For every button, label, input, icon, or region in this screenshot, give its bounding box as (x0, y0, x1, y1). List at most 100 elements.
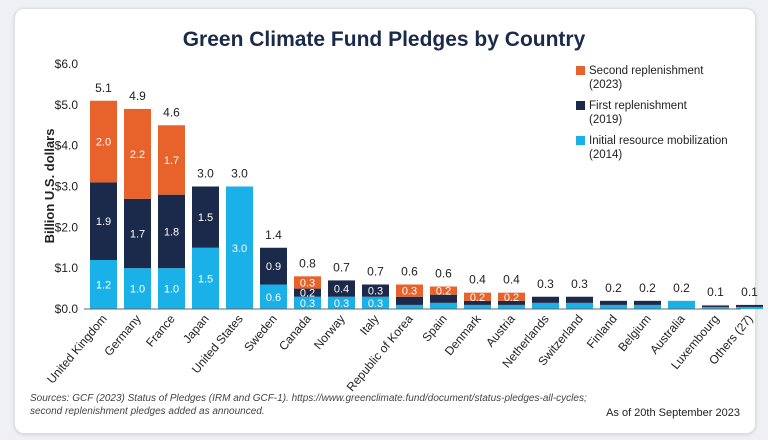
bar-total-label: 0.4 (503, 273, 520, 287)
chart-title: Green Climate Fund Pledges by Country (183, 28, 586, 51)
bar-segment-first (430, 294, 457, 303)
bar-segment-initial (158, 268, 185, 309)
bar-segment-label: 0.3 (300, 277, 315, 289)
bar-segment-label: 2.0 (96, 137, 111, 149)
bar-total-label: 3.0 (231, 167, 248, 181)
bar-segment-first (294, 288, 321, 297)
bar-segment-initial (328, 296, 355, 309)
x-category-label: Sweden (241, 312, 280, 354)
x-category-label: United Kingdom (44, 312, 110, 386)
legend-label-year: (2019) (589, 114, 622, 126)
bar-segment-label: 0.6 (266, 292, 281, 304)
bar-segment-second (498, 292, 525, 301)
bar-segment-label: 2.2 (130, 149, 145, 161)
bar-segment-label: 1.9 (96, 216, 111, 228)
source-note-line2: second replenishment pledges added as an… (30, 406, 265, 417)
bar-total-label: 0.6 (435, 267, 452, 281)
bar-total-label: 0.3 (537, 277, 554, 291)
bar-total-label: 0.2 (605, 281, 622, 295)
bar-segment-first (328, 280, 355, 297)
bar-segment-first (362, 284, 389, 297)
bar-segment-label: 0.9 (266, 261, 281, 273)
bar-segment-second (158, 125, 185, 195)
x-category-label: Spain (419, 312, 449, 345)
bar-segment-label: 1.5 (198, 212, 213, 224)
bar-segment-first (600, 300, 627, 305)
bar-total-label: 0.3 (571, 277, 588, 291)
bar-segment-label: 3.0 (232, 243, 247, 255)
bar-segment-second (702, 304, 729, 306)
y-tick-label: $0.0 (55, 302, 79, 316)
bar-segment-initial (600, 304, 627, 309)
bar-segment-first (158, 194, 185, 269)
bar-total-label: 0.4 (469, 273, 486, 287)
bar-total-label: 1.4 (265, 228, 282, 242)
bar-segment-first (124, 198, 151, 269)
bar-segment-initial (498, 304, 525, 309)
legend-label-year: (2014) (589, 149, 622, 161)
bar-segment-label: 0.2 (504, 292, 519, 304)
bar-segment-label: 0.2 (436, 286, 451, 298)
y-tick-label: $5.0 (55, 98, 79, 112)
bar-segment-first (192, 186, 219, 248)
bar-segment-first (702, 305, 729, 307)
bar-segment-initial (430, 302, 457, 309)
bar-segment-first (260, 247, 287, 285)
bar-segment-initial (294, 296, 321, 309)
legend-label: Second replenishment (589, 65, 704, 77)
bar-segment-label: 0.3 (368, 286, 383, 298)
x-category-label: Denmark (442, 311, 485, 358)
bar-segment-label: 1.2 (96, 280, 111, 292)
bar-segment-first (90, 182, 117, 260)
bar-segment-label: 0.3 (368, 298, 383, 310)
bar-segment-initial (226, 186, 253, 309)
bar-segment-label: 0.3 (300, 298, 315, 310)
bar-segment-label: 1.0 (164, 284, 179, 296)
bar-segment-initial (260, 284, 287, 309)
x-category-label: Norway (311, 312, 348, 352)
y-axis-label: Billion U.S. dollars (42, 129, 57, 244)
bar-segment-first (464, 300, 491, 305)
bar-total-label: 0.1 (707, 285, 724, 299)
bar-segment-initial (464, 304, 491, 309)
bar-total-label: 4.9 (129, 89, 146, 103)
y-tick-label: $6.0 (55, 57, 79, 71)
bar-total-label: 0.1 (741, 285, 758, 299)
x-category-label: Republic of Korea (344, 312, 416, 394)
bar-segment-first (498, 300, 525, 305)
bar-segment-initial (736, 306, 763, 309)
x-category-label: Germany (101, 312, 143, 359)
as-of-date: As of 20th September 2023 (606, 407, 740, 419)
y-tick-label: $4.0 (55, 139, 79, 153)
y-tick-label: $1.0 (55, 261, 79, 275)
bar-segment-initial (634, 304, 661, 309)
bar-total-label: 0.7 (333, 260, 350, 274)
legend-swatch-second (576, 66, 585, 75)
bar-segment-first (566, 296, 593, 303)
bar-total-label: 0.7 (367, 265, 384, 279)
bar-segment-initial (124, 268, 151, 309)
x-category-label: Canada (276, 312, 314, 353)
bar-segment-label: 1.5 (198, 273, 213, 285)
x-category-label: Italy (357, 312, 382, 338)
legend-swatch-first (576, 101, 585, 110)
bar-segment-initial (566, 302, 593, 309)
bar-segment-label: 1.8 (164, 226, 179, 238)
bar-total-label: 5.1 (95, 81, 112, 95)
x-category-label: Japan (180, 312, 212, 346)
bar-segment-second (396, 284, 423, 297)
bar-total-label: 0.2 (673, 281, 690, 295)
bar-segment-label: 1.0 (130, 284, 145, 296)
legend-label: First replenishment (589, 100, 688, 112)
bar-segment-second (90, 100, 117, 183)
legend-swatch-initial (576, 136, 585, 145)
bar-total-label: 0.6 (401, 265, 418, 279)
x-category-label: France (143, 312, 178, 350)
bar-segment-label: 1.7 (164, 155, 179, 167)
y-tick-label: $2.0 (55, 220, 79, 234)
y-tick-label: $3.0 (55, 180, 79, 194)
bar-segment-first (634, 300, 661, 305)
bar-segment-initial (668, 300, 695, 309)
bar-segment-initial (396, 304, 423, 309)
